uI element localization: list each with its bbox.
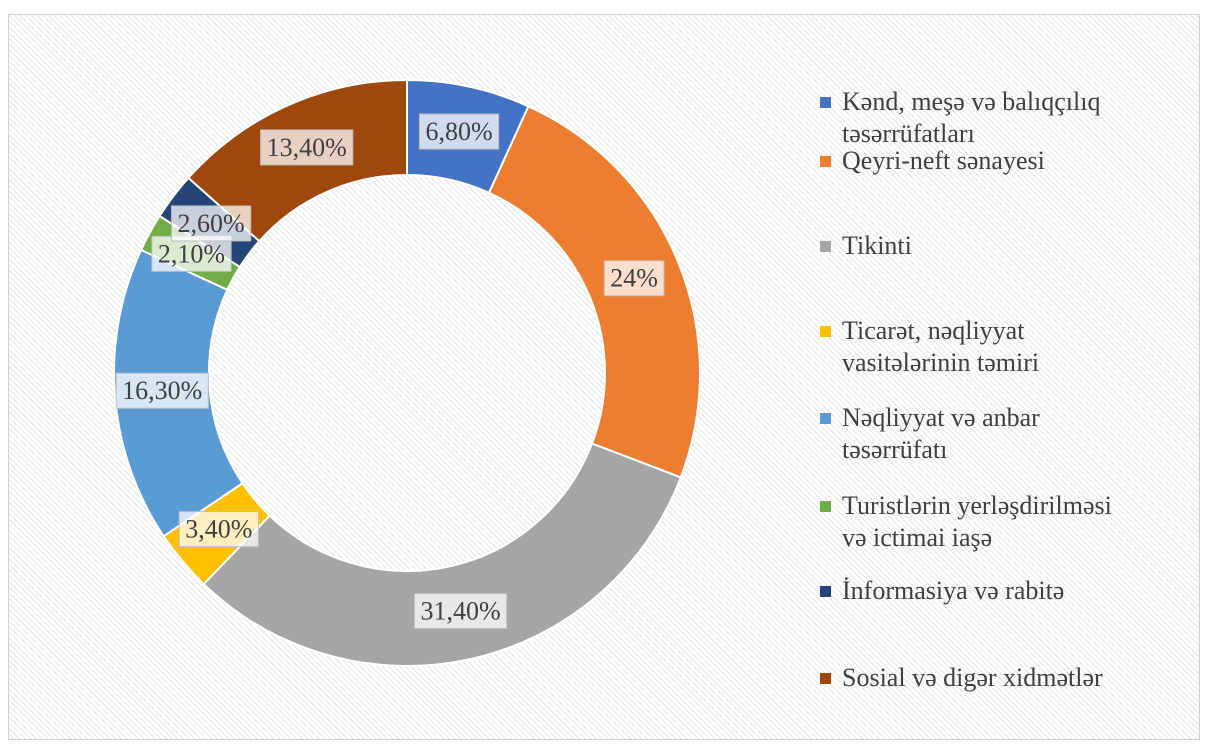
legend-swatch xyxy=(820,586,831,597)
data-label-box xyxy=(151,235,232,272)
legend-swatch xyxy=(820,241,831,252)
data-label: 24% xyxy=(610,264,658,293)
legend-item: Kənd, meşə və balıqçılıq təsərrüfatları xyxy=(820,86,1142,150)
legend-item: Tikinti xyxy=(820,230,1207,262)
legend-item: Qeyri-neft sənayesi xyxy=(820,145,1207,177)
donut-segment xyxy=(487,105,701,479)
legend-swatch xyxy=(820,156,831,167)
legend-swatch xyxy=(820,673,831,684)
legend-item: Nəqliyyat və anbar təsərrüfatı xyxy=(820,402,1142,466)
legend-label: Kənd, meşə və balıqçılıq təsərrüfatları xyxy=(842,87,1101,148)
legend-label: Sosial və digər xidmətlər xyxy=(842,663,1103,692)
legend-swatch xyxy=(820,501,831,512)
data-label: 6,80% xyxy=(425,117,492,146)
legend-item: Ticarət, nəqliyyat vasitələrinin təmiri xyxy=(820,315,1142,379)
data-label-box xyxy=(178,511,259,548)
legend-label: Nəqliyyat və anbar təsərrüfatı xyxy=(842,403,1040,464)
legend-label: İnformasiya və rabitə xyxy=(842,576,1065,605)
data-label-box xyxy=(413,593,508,630)
data-label-box xyxy=(260,129,354,166)
data-label: 3,40% xyxy=(185,515,252,544)
legend-swatch xyxy=(820,97,831,108)
data-label-box xyxy=(603,260,665,297)
legend-item: Turistlərin yerləşdirilməsi və ictimai i… xyxy=(820,490,1142,554)
legend-swatch xyxy=(820,413,831,424)
data-label-box xyxy=(171,205,252,242)
data-label: 16,30% xyxy=(122,376,202,405)
data-label-box xyxy=(115,372,209,409)
data-label: 2,60% xyxy=(178,209,245,238)
legend-swatch xyxy=(820,326,831,337)
legend-label: Turistlərin yerləşdirilməsi və ictimai i… xyxy=(842,491,1112,552)
donut-segment xyxy=(202,442,683,667)
legend-item: İnformasiya və rabitə xyxy=(820,575,1207,607)
legend-label: Qeyri-neft sənayesi xyxy=(842,146,1045,175)
legend-item: Sosial və digər xidmətlər xyxy=(820,662,1207,694)
legend-label: Tikinti xyxy=(842,231,912,260)
data-label: 2,10% xyxy=(158,239,225,268)
data-label: 13,40% xyxy=(267,133,347,162)
data-label: 31,40% xyxy=(420,597,500,626)
legend-label: Ticarət, nəqliyyat vasitələrinin təmiri xyxy=(842,316,1040,377)
data-label-box xyxy=(418,113,500,150)
